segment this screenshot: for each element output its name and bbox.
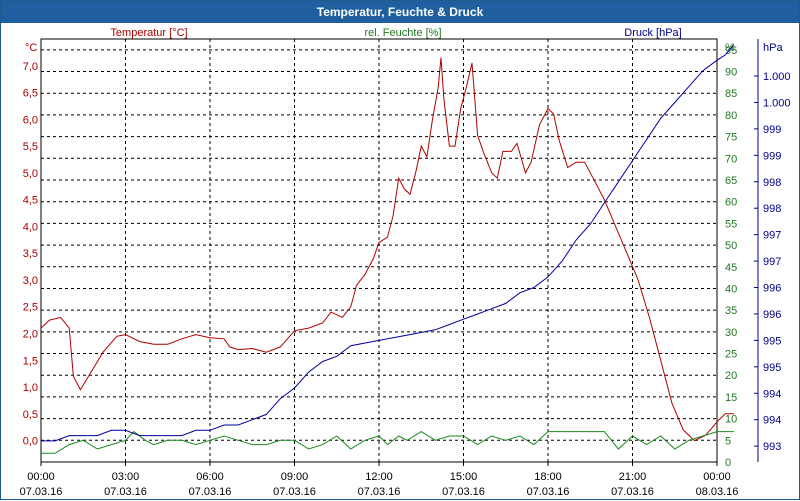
- temperature-unit-label: °C: [25, 42, 37, 54]
- temperature-series-line: [40, 57, 734, 442]
- pressure-tick-label: 993: [763, 441, 781, 453]
- pressure-tick-label: 999: [763, 124, 781, 136]
- x-tick-date: 08.03.16: [696, 486, 739, 498]
- pressure-tick-label: 997: [763, 230, 781, 242]
- humidity-tick-label: 75: [725, 132, 737, 144]
- pressure-tick-label: 995: [763, 362, 781, 374]
- humidity-tick-label: 0: [725, 457, 731, 469]
- humidity-tick-label: 10: [725, 414, 737, 426]
- humidity-tick-label: 85: [725, 88, 737, 100]
- temperature-tick-label: 5,0: [23, 168, 38, 180]
- pressure-series-line: [41, 43, 735, 442]
- pressure-tick-label: 998: [763, 203, 781, 215]
- temperature-tick-label: 2,5: [23, 302, 38, 314]
- x-tick-time: 15:00: [450, 471, 478, 483]
- pressure-tick-label: 996: [763, 309, 781, 321]
- humidity-tick-label: 25: [725, 349, 737, 361]
- temperature-tick-label: 1,5: [23, 355, 38, 367]
- humidity-tick-label: 60: [725, 197, 737, 209]
- x-tick-time: 00:00: [703, 471, 731, 483]
- x-tick-date: 07.03.16: [527, 486, 570, 498]
- humidity-tick-label: 45: [725, 262, 737, 274]
- x-tick-time: 09:00: [281, 471, 309, 483]
- humidity-tick-label: 80: [725, 110, 737, 122]
- x-tick-date: 07.03.16: [442, 486, 485, 498]
- x-tick-time: 00:00: [27, 471, 55, 483]
- x-tick-date: 07.03.16: [611, 486, 654, 498]
- x-tick-time: 06:00: [196, 471, 224, 483]
- humidity-tick-label: 30: [725, 327, 737, 339]
- temperature-tick-label: 7,0: [23, 61, 38, 73]
- pressure-tick-label: 999: [763, 150, 781, 162]
- x-tick-date: 07.03.16: [104, 486, 147, 498]
- temperature-tick-label: 3,0: [23, 275, 38, 287]
- temperature-tick-label: 4,5: [23, 195, 38, 207]
- pressure-tick-label: 1.000: [763, 97, 791, 109]
- temperature-tick-label: 3,5: [23, 248, 38, 260]
- temperature-tick-label: 5,5: [23, 141, 38, 153]
- temperature-tick-label: 4,0: [23, 221, 38, 233]
- pressure-tick-label: 1.000: [763, 71, 791, 83]
- humidity-tick-label: 35: [725, 305, 737, 317]
- temperature-tick-label: 6,5: [23, 88, 38, 100]
- humidity-tick-label: 55: [725, 218, 737, 230]
- x-tick-date: 07.03.16: [189, 486, 232, 498]
- humidity-tick-label: 50: [725, 240, 737, 252]
- humidity-tick-label: 65: [725, 175, 737, 187]
- humidity-tick-label: 40: [725, 283, 737, 295]
- pressure-tick-label: 994: [763, 415, 781, 427]
- x-tick-date: 07.03.16: [358, 486, 401, 498]
- temperature-tick-label: 1,0: [23, 382, 38, 394]
- x-tick-time: 12:00: [365, 471, 393, 483]
- x-tick-time: 18:00: [534, 471, 562, 483]
- x-tick-date: 07.03.16: [273, 486, 316, 498]
- temperature-series-label: Temperatur [°C]: [110, 27, 187, 39]
- pressure-unit-label: hPa: [763, 42, 783, 54]
- temperature-tick-label: 0,5: [23, 409, 38, 421]
- x-tick-time: 03:00: [112, 471, 140, 483]
- humidity-unit-label: %: [725, 42, 735, 54]
- pressure-series-label: Druck [hPa]: [624, 27, 681, 39]
- humidity-tick-label: 20: [725, 370, 737, 382]
- humidity-tick-label: 95: [725, 45, 737, 57]
- humidity-series-label: rel. Feuchte [%]: [364, 27, 441, 39]
- temperature-tick-label: 6,0: [23, 114, 38, 126]
- temperature-tick-label: 0,0: [23, 436, 38, 448]
- temperature-tick-label: 2,0: [23, 328, 38, 340]
- window-title: Temperatur, Feuchte & Druck: [1, 1, 799, 23]
- pressure-tick-label: 994: [763, 388, 781, 400]
- x-tick-date: 07.03.16: [20, 486, 63, 498]
- humidity-tick-label: 5: [725, 435, 731, 447]
- humidity-tick-label: 90: [725, 67, 737, 79]
- pressure-tick-label: 997: [763, 256, 781, 268]
- pressure-tick-label: 995: [763, 335, 781, 347]
- humidity-tick-label: 70: [725, 153, 737, 165]
- x-tick-time: 21:00: [619, 471, 647, 483]
- humidity-series-line: [41, 430, 734, 454]
- humidity-tick-label: 15: [725, 392, 737, 404]
- pressure-tick-label: 998: [763, 177, 781, 189]
- pressure-tick-label: 996: [763, 283, 781, 295]
